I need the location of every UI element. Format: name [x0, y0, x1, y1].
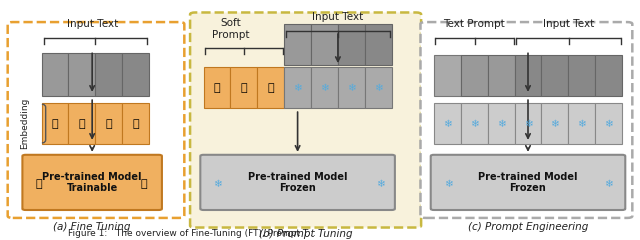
Text: (c) Prompt Engineering: (c) Prompt Engineering	[468, 222, 588, 232]
Bar	[42, 53, 68, 96]
FancyBboxPatch shape	[22, 155, 162, 210]
Text: Soft
Prompt: Soft Prompt	[212, 18, 249, 40]
Bar	[338, 24, 365, 65]
Text: ❄: ❄	[470, 119, 479, 129]
Text: ❄: ❄	[374, 83, 383, 93]
Bar	[595, 55, 622, 96]
FancyBboxPatch shape	[420, 22, 632, 218]
Text: 🔥: 🔥	[106, 119, 112, 129]
Text: 🔥: 🔥	[79, 119, 85, 129]
Text: Embedding: Embedding	[20, 98, 29, 149]
Bar	[68, 53, 95, 96]
Text: ❄: ❄	[444, 179, 452, 189]
Bar	[568, 55, 595, 96]
Text: ❄: ❄	[604, 179, 612, 189]
Bar	[434, 55, 461, 96]
Text: ❄: ❄	[443, 119, 452, 129]
Bar	[284, 24, 311, 65]
Bar	[68, 103, 95, 144]
Bar	[515, 55, 541, 96]
Text: Pre-trained Model
Trainable: Pre-trained Model Trainable	[42, 172, 142, 193]
Text: 🔥: 🔥	[52, 119, 58, 129]
Bar	[461, 55, 488, 96]
Text: Input Text: Input Text	[67, 19, 118, 29]
Text: ❄: ❄	[524, 119, 532, 129]
Text: 🔥: 🔥	[214, 83, 220, 93]
Bar	[204, 67, 230, 108]
Text: 🔥: 🔥	[141, 179, 147, 189]
Text: 🔥: 🔥	[132, 119, 139, 129]
Text: Input Text: Input Text	[543, 19, 594, 29]
Bar	[541, 103, 568, 144]
Bar	[311, 24, 338, 65]
Bar	[488, 103, 515, 144]
Bar	[284, 67, 311, 108]
Text: Pre-trained Model
Frozen: Pre-trained Model Frozen	[478, 172, 578, 193]
Text: ❄: ❄	[293, 83, 302, 93]
Bar	[311, 67, 338, 108]
Text: ❄: ❄	[550, 119, 559, 129]
Bar	[122, 53, 149, 96]
FancyBboxPatch shape	[8, 22, 184, 218]
Bar	[515, 103, 541, 144]
Bar	[488, 55, 515, 96]
Bar	[257, 67, 284, 108]
Text: Figure 1:   The overview of Fine-Tuning (FT), Prompt T...: Figure 1: The overview of Fine-Tuning (F…	[68, 228, 316, 238]
Bar	[42, 103, 68, 144]
Bar	[230, 67, 257, 108]
Text: 🔥: 🔥	[268, 83, 274, 93]
Text: ❄: ❄	[213, 179, 222, 189]
Bar	[595, 103, 622, 144]
Text: ❄: ❄	[577, 119, 586, 129]
Text: ❄: ❄	[497, 119, 506, 129]
Text: 🔥: 🔥	[241, 83, 247, 93]
Text: ❄: ❄	[347, 83, 356, 93]
FancyBboxPatch shape	[190, 12, 421, 228]
Bar	[95, 103, 122, 144]
Text: Text Prompt: Text Prompt	[444, 19, 505, 29]
Bar	[122, 103, 149, 144]
FancyBboxPatch shape	[200, 155, 395, 210]
Bar	[434, 103, 461, 144]
Text: ❄: ❄	[604, 119, 613, 129]
Text: Pre-trained Model
Frozen: Pre-trained Model Frozen	[248, 172, 348, 193]
Bar	[338, 67, 365, 108]
Text: ❄: ❄	[320, 83, 329, 93]
Bar	[541, 55, 568, 96]
Text: (b) Prompt Tuning: (b) Prompt Tuning	[259, 229, 353, 239]
Bar	[568, 103, 595, 144]
Bar	[461, 103, 488, 144]
Bar	[365, 24, 392, 65]
Text: 🔥: 🔥	[35, 179, 42, 189]
FancyBboxPatch shape	[431, 155, 625, 210]
Bar	[365, 67, 392, 108]
Bar	[95, 53, 122, 96]
Text: (a) Fine Tuning: (a) Fine Tuning	[53, 222, 131, 232]
Text: ❄: ❄	[376, 179, 385, 189]
Text: Input Text: Input Text	[312, 12, 364, 22]
